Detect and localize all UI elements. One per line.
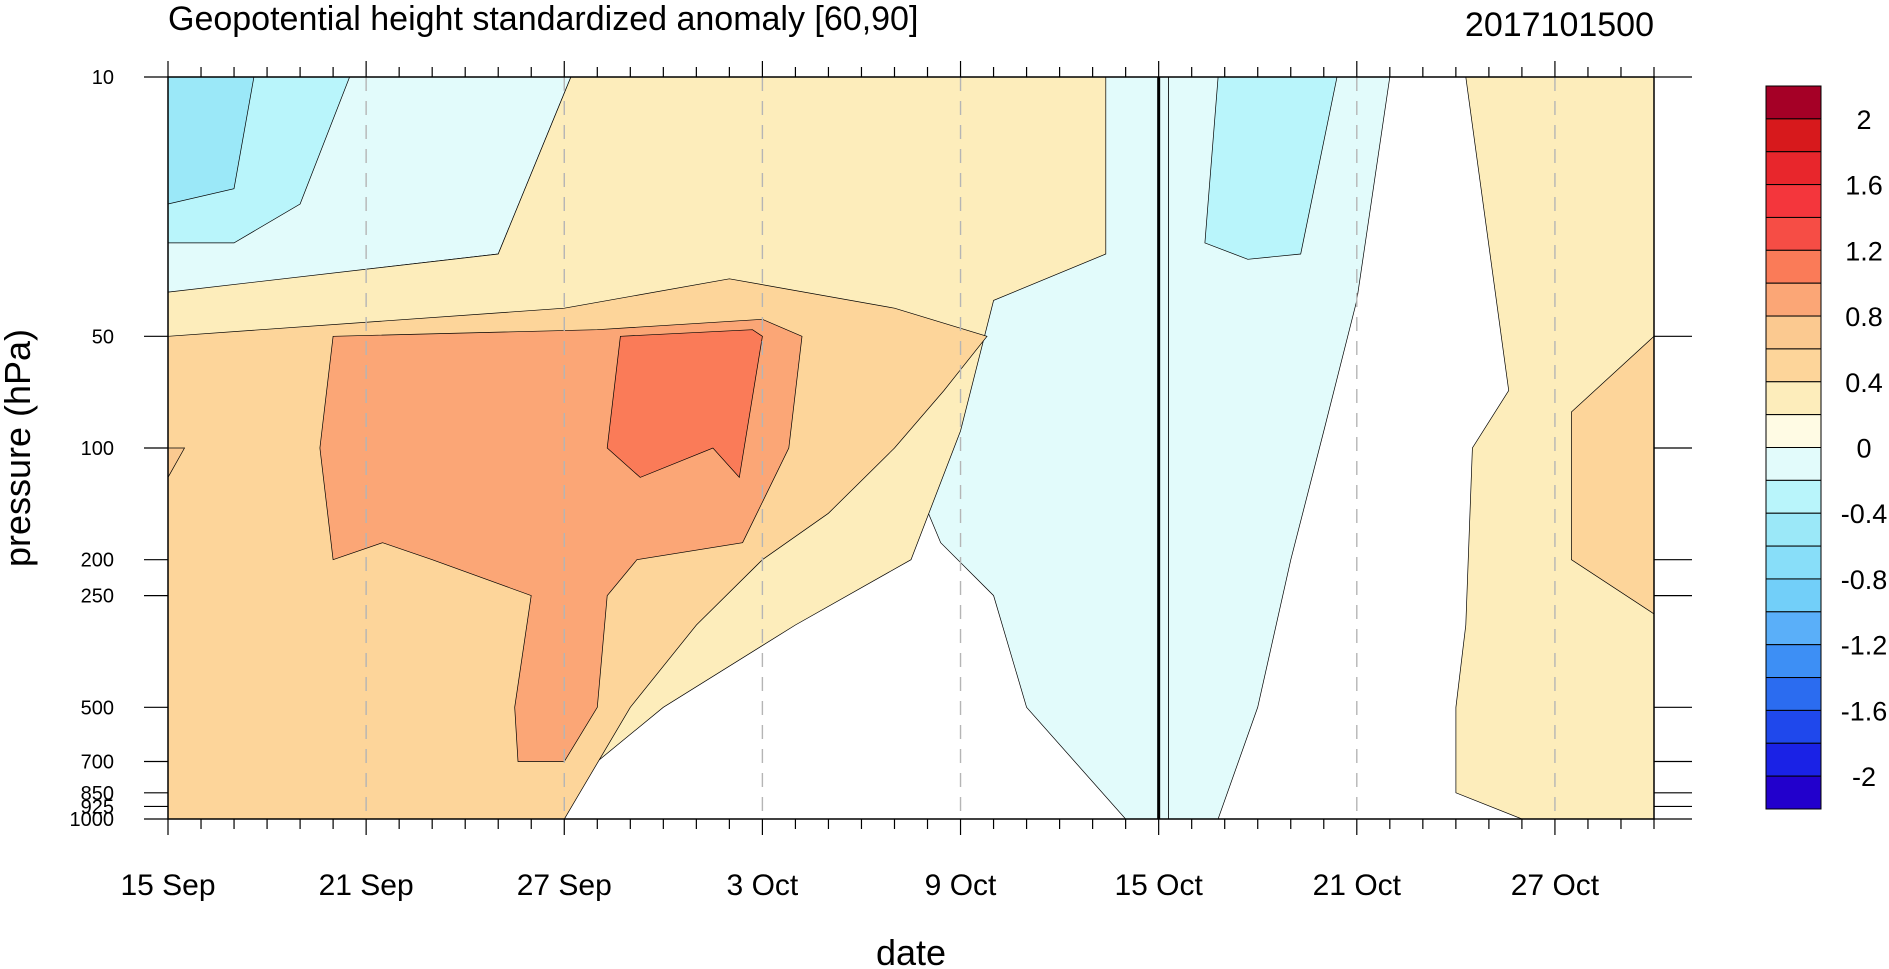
colorbar-swatch (1765, 578, 1822, 613)
y-tick-label: 10 (92, 67, 114, 89)
colorbar-label: -0.4 (1841, 499, 1888, 529)
x-tick-label: 9 Oct (925, 869, 997, 902)
y-tick-label: 200 (81, 550, 114, 572)
colorbar-swatch (1765, 315, 1822, 350)
date-stamp: 2017101500 (1465, 6, 1654, 44)
colorbar-label: 0.8 (1845, 302, 1883, 332)
colorbar-swatch (1765, 545, 1822, 580)
x-tick-label: 21 Sep (319, 869, 414, 902)
x-tick-label: 27 Sep (517, 869, 612, 902)
colorbar-swatch (1765, 85, 1822, 120)
colorbar-swatch (1765, 282, 1822, 317)
colorbar-label: 0 (1856, 434, 1871, 464)
contour-band-5 (1168, 77, 1391, 819)
y-tick-label: 250 (81, 586, 114, 608)
y-tick-label: 1000 (70, 809, 115, 831)
colorbar-label: -2 (1852, 762, 1876, 792)
x-tick-label: 3 Oct (727, 869, 799, 902)
colorbar-label: 1.6 (1845, 171, 1883, 201)
colorbar-swatch (1765, 447, 1822, 481)
colorbar-label: 2 (1856, 105, 1871, 135)
x-tick-label: 15 Sep (120, 869, 215, 902)
contour-band-11 (168, 447, 186, 479)
y-tick-label: 500 (81, 697, 114, 719)
colorbar-swatch (1765, 381, 1822, 416)
y-axis-label: pressure (hPa) (0, 329, 38, 567)
y-tick-label: 700 (81, 752, 114, 774)
contour-band-6 (1204, 77, 1338, 260)
contour-band-10 (1571, 335, 1654, 615)
colorbar-swatch (1765, 348, 1822, 383)
colorbar-swatch (1765, 118, 1822, 153)
y-tick-label: 50 (92, 326, 114, 348)
chart-title: Geopotential height standardized anomaly… (168, 0, 918, 38)
colorbar-swatch (1765, 709, 1822, 744)
colorbar: 2 1.6 1.2 0.8 0.4 0 -0.4 -0.8 -1.2 -1.6 -2 (1765, 85, 1888, 810)
y-tick-label: 850 (81, 783, 114, 805)
contour-band-3 (168, 77, 255, 205)
x-tick-label: 27 Oct (1511, 869, 1600, 902)
y-tick-label: 100 (81, 438, 114, 460)
colorbar-swatch (1765, 775, 1822, 810)
y-tick-label: 925 (81, 796, 114, 818)
colorbar-swatch (1765, 216, 1822, 251)
colorbar-label: 0.4 (1845, 368, 1883, 398)
colorbar-swatch (1765, 677, 1822, 711)
x-tick-label: 15 Oct (1114, 869, 1203, 902)
colorbar-label: -1.2 (1841, 631, 1888, 661)
x-tick-label: 21 Oct (1313, 869, 1402, 902)
contour-band-13 (606, 329, 763, 479)
colorbar-label: -1.6 (1841, 696, 1888, 726)
colorbar-swatch (1765, 742, 1822, 777)
contour-bands (168, 77, 1654, 819)
colorbar-swatch (1765, 611, 1822, 646)
colorbar-swatch (1765, 512, 1822, 547)
x-axis-label: date (876, 932, 946, 969)
colorbar-swatch (1765, 644, 1822, 679)
colorbar-label: -0.8 (1841, 565, 1888, 595)
grid (365, 77, 1556, 819)
colorbar-swatch (1765, 249, 1822, 284)
colorbar-swatch (1765, 479, 1822, 514)
plot-area: 15 Sep 21 Sep 27 Sep 3 Oct 9 Oct 15 Oct 21 Oct… (70, 61, 1692, 902)
colorbar-label: 1.2 (1845, 236, 1883, 266)
colorbar-swatch (1765, 151, 1822, 186)
x-axis: 15 Sep 21 Sep 27 Sep 3 Oct 9 Oct 15 Oct 21 Oct… (120, 61, 1655, 902)
colorbar-swatch (1765, 184, 1822, 218)
colorbar-swatch (1765, 414, 1822, 448)
